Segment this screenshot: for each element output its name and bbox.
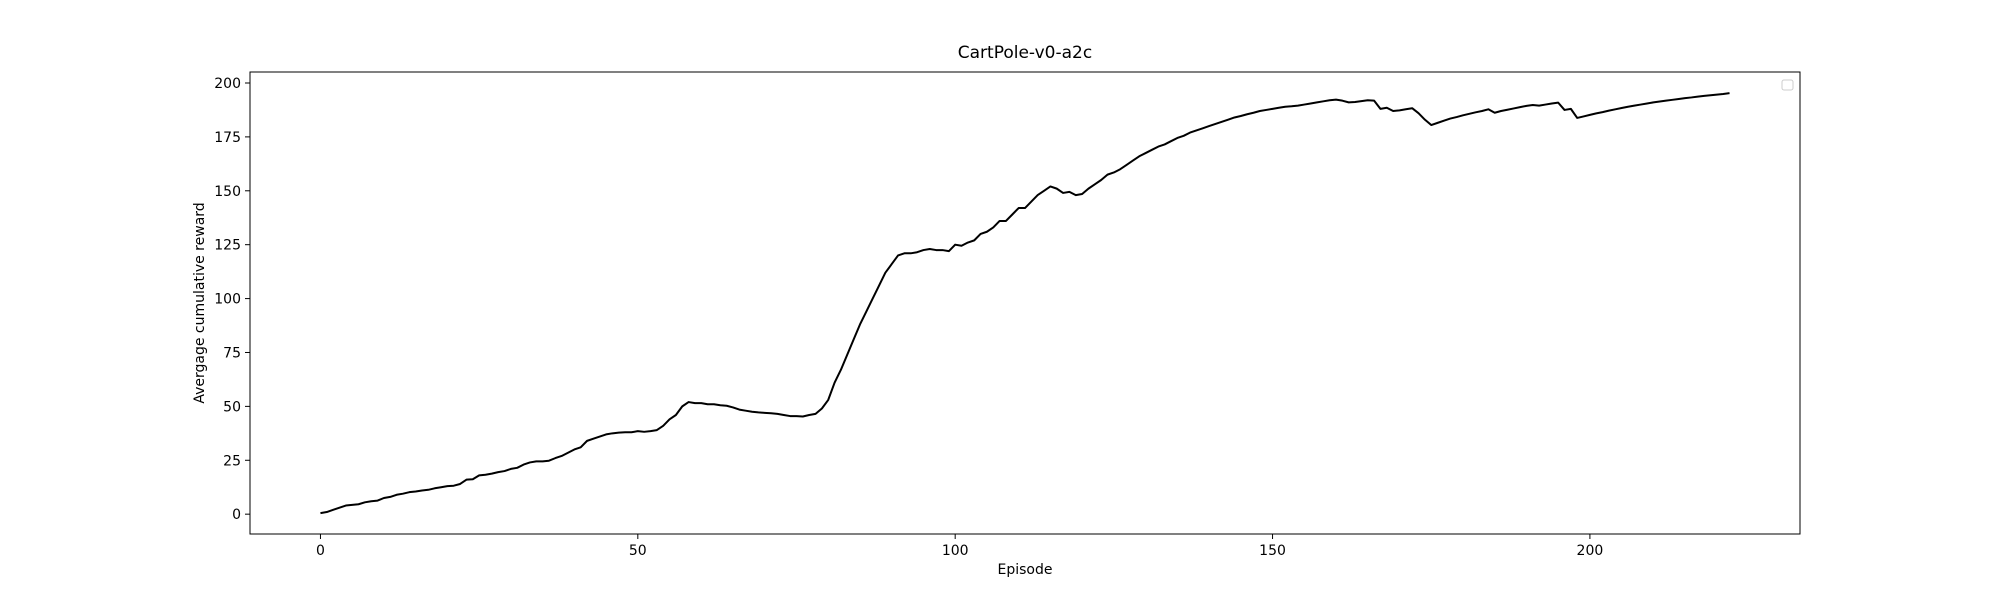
y-tick-label: 100 — [214, 292, 241, 308]
y-tick-label: 200 — [214, 76, 241, 92]
line-series — [320, 92, 1730, 515]
x-tick-label: 200 — [1577, 543, 1604, 559]
y-tick-label: 25 — [223, 453, 241, 469]
legend — [1781, 79, 1794, 91]
y-tick-label: 50 — [223, 399, 241, 415]
x-tick-label: 0 — [316, 543, 325, 559]
y-tick-label: 150 — [214, 184, 241, 200]
x-axis-label: Episode — [998, 562, 1053, 578]
y-tick-label: 0 — [232, 507, 241, 523]
chart-title: CartPole-v0-a2c — [958, 43, 1092, 63]
x-tick-label: 50 — [629, 543, 647, 559]
y-tick-label: 175 — [214, 130, 241, 146]
y-axis-label: Avergage cumulative reward — [192, 202, 208, 403]
x-tick-label: 150 — [1259, 543, 1286, 559]
y-tick-label: 125 — [214, 238, 241, 254]
plot-frame — [249, 71, 1801, 535]
x-tick-label: 100 — [942, 543, 969, 559]
y-tick-label: 75 — [223, 345, 241, 361]
